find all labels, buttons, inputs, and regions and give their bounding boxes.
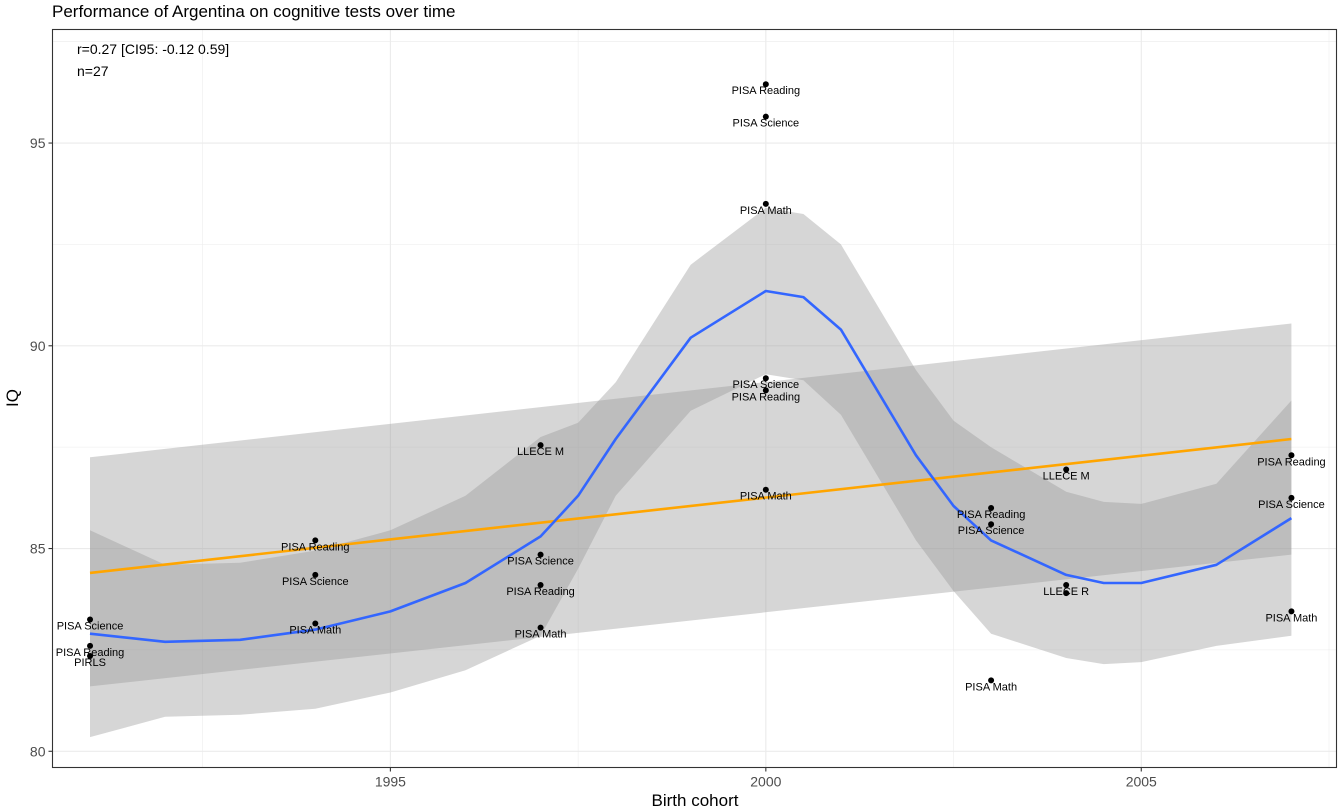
x-tick-label: 2005 <box>1126 774 1157 790</box>
point-label: PISA Math <box>515 629 567 641</box>
data-point <box>1288 608 1295 615</box>
y-tick-label: 90 <box>30 338 46 354</box>
point-label: LLECE M <box>517 446 564 458</box>
data-point <box>988 677 995 684</box>
grid <box>52 29 1337 768</box>
point-label: PISA Reading <box>56 647 125 659</box>
data-point <box>988 504 995 511</box>
loess-fit-confidence-band <box>90 207 1292 738</box>
data-point <box>312 620 319 627</box>
x-tick-label: 2000 <box>750 774 781 790</box>
point-label: LLECE R <box>1043 586 1089 598</box>
point-label: PISA Science <box>507 556 574 568</box>
data-point <box>762 113 769 120</box>
data-point <box>1288 494 1295 501</box>
y-tick-label: 95 <box>30 135 46 151</box>
data-point <box>312 571 319 578</box>
x-tick-label: 1995 <box>375 774 406 790</box>
data-point <box>537 551 544 558</box>
point-label: PISA Reading <box>281 541 350 553</box>
data-point <box>762 486 769 493</box>
x-axis-title: Birth cohort <box>652 791 739 810</box>
point-label: PISA Science <box>733 379 800 391</box>
point-label: PISA Reading <box>732 85 801 97</box>
point-label: PISA Math <box>965 681 1017 693</box>
point-label: PISA Science <box>958 525 1025 537</box>
data-point <box>762 81 769 88</box>
point-label: PISA Math <box>740 205 792 217</box>
point-label: PISA Science <box>733 118 800 130</box>
data-point <box>762 387 769 394</box>
annotation-correlation: r=0.27 [CI95: -0.12 0.59] <box>77 41 229 57</box>
y-axis-ticks: 80 85 90 95 <box>30 135 53 759</box>
plot-panel-background <box>52 29 1337 768</box>
data-point <box>87 616 94 623</box>
point-label: PISA Math <box>289 625 341 637</box>
data-point <box>537 582 544 589</box>
point-label: PISA Reading <box>1257 456 1326 468</box>
point-label: PISA Reading <box>957 509 1026 521</box>
data-point <box>762 375 769 382</box>
data-point <box>87 652 94 659</box>
data-point <box>537 442 544 449</box>
x-axis-ticks: 1995 2000 2005 <box>375 767 1157 790</box>
point-label: PISA Reading <box>506 586 575 598</box>
plot-panel-border <box>51 28 1338 769</box>
point-label: PISA Math <box>740 491 792 503</box>
y-tick-label: 80 <box>30 743 46 759</box>
point-label: PISA Science <box>57 620 124 632</box>
chart-title: Performance of Argentina on cognitive te… <box>52 2 455 21</box>
data-point <box>537 624 544 631</box>
annotation-n: n=27 <box>77 63 109 79</box>
y-axis-title: IQ <box>3 389 22 407</box>
point-label: PISA Science <box>282 576 349 588</box>
data-point <box>762 200 769 207</box>
point-label: PISA Science <box>1258 499 1325 511</box>
linear-fit-line <box>89 437 1292 575</box>
data-point <box>87 642 94 649</box>
fit-lines <box>89 289 1293 644</box>
data-point <box>312 537 319 544</box>
data-points <box>87 81 1295 684</box>
y-tick-label: 85 <box>30 541 46 557</box>
point-label: PISA Math <box>1265 612 1317 624</box>
point-label: PISA Reading <box>732 391 801 403</box>
point-label: LLECE M <box>1043 470 1090 482</box>
data-point <box>988 521 995 528</box>
loess-fit-line <box>89 289 1293 644</box>
data-point <box>1063 582 1070 589</box>
data-point <box>1063 466 1070 473</box>
point-label: PIRLS <box>74 657 106 669</box>
data-point <box>1288 452 1295 459</box>
data-point <box>1063 590 1070 597</box>
